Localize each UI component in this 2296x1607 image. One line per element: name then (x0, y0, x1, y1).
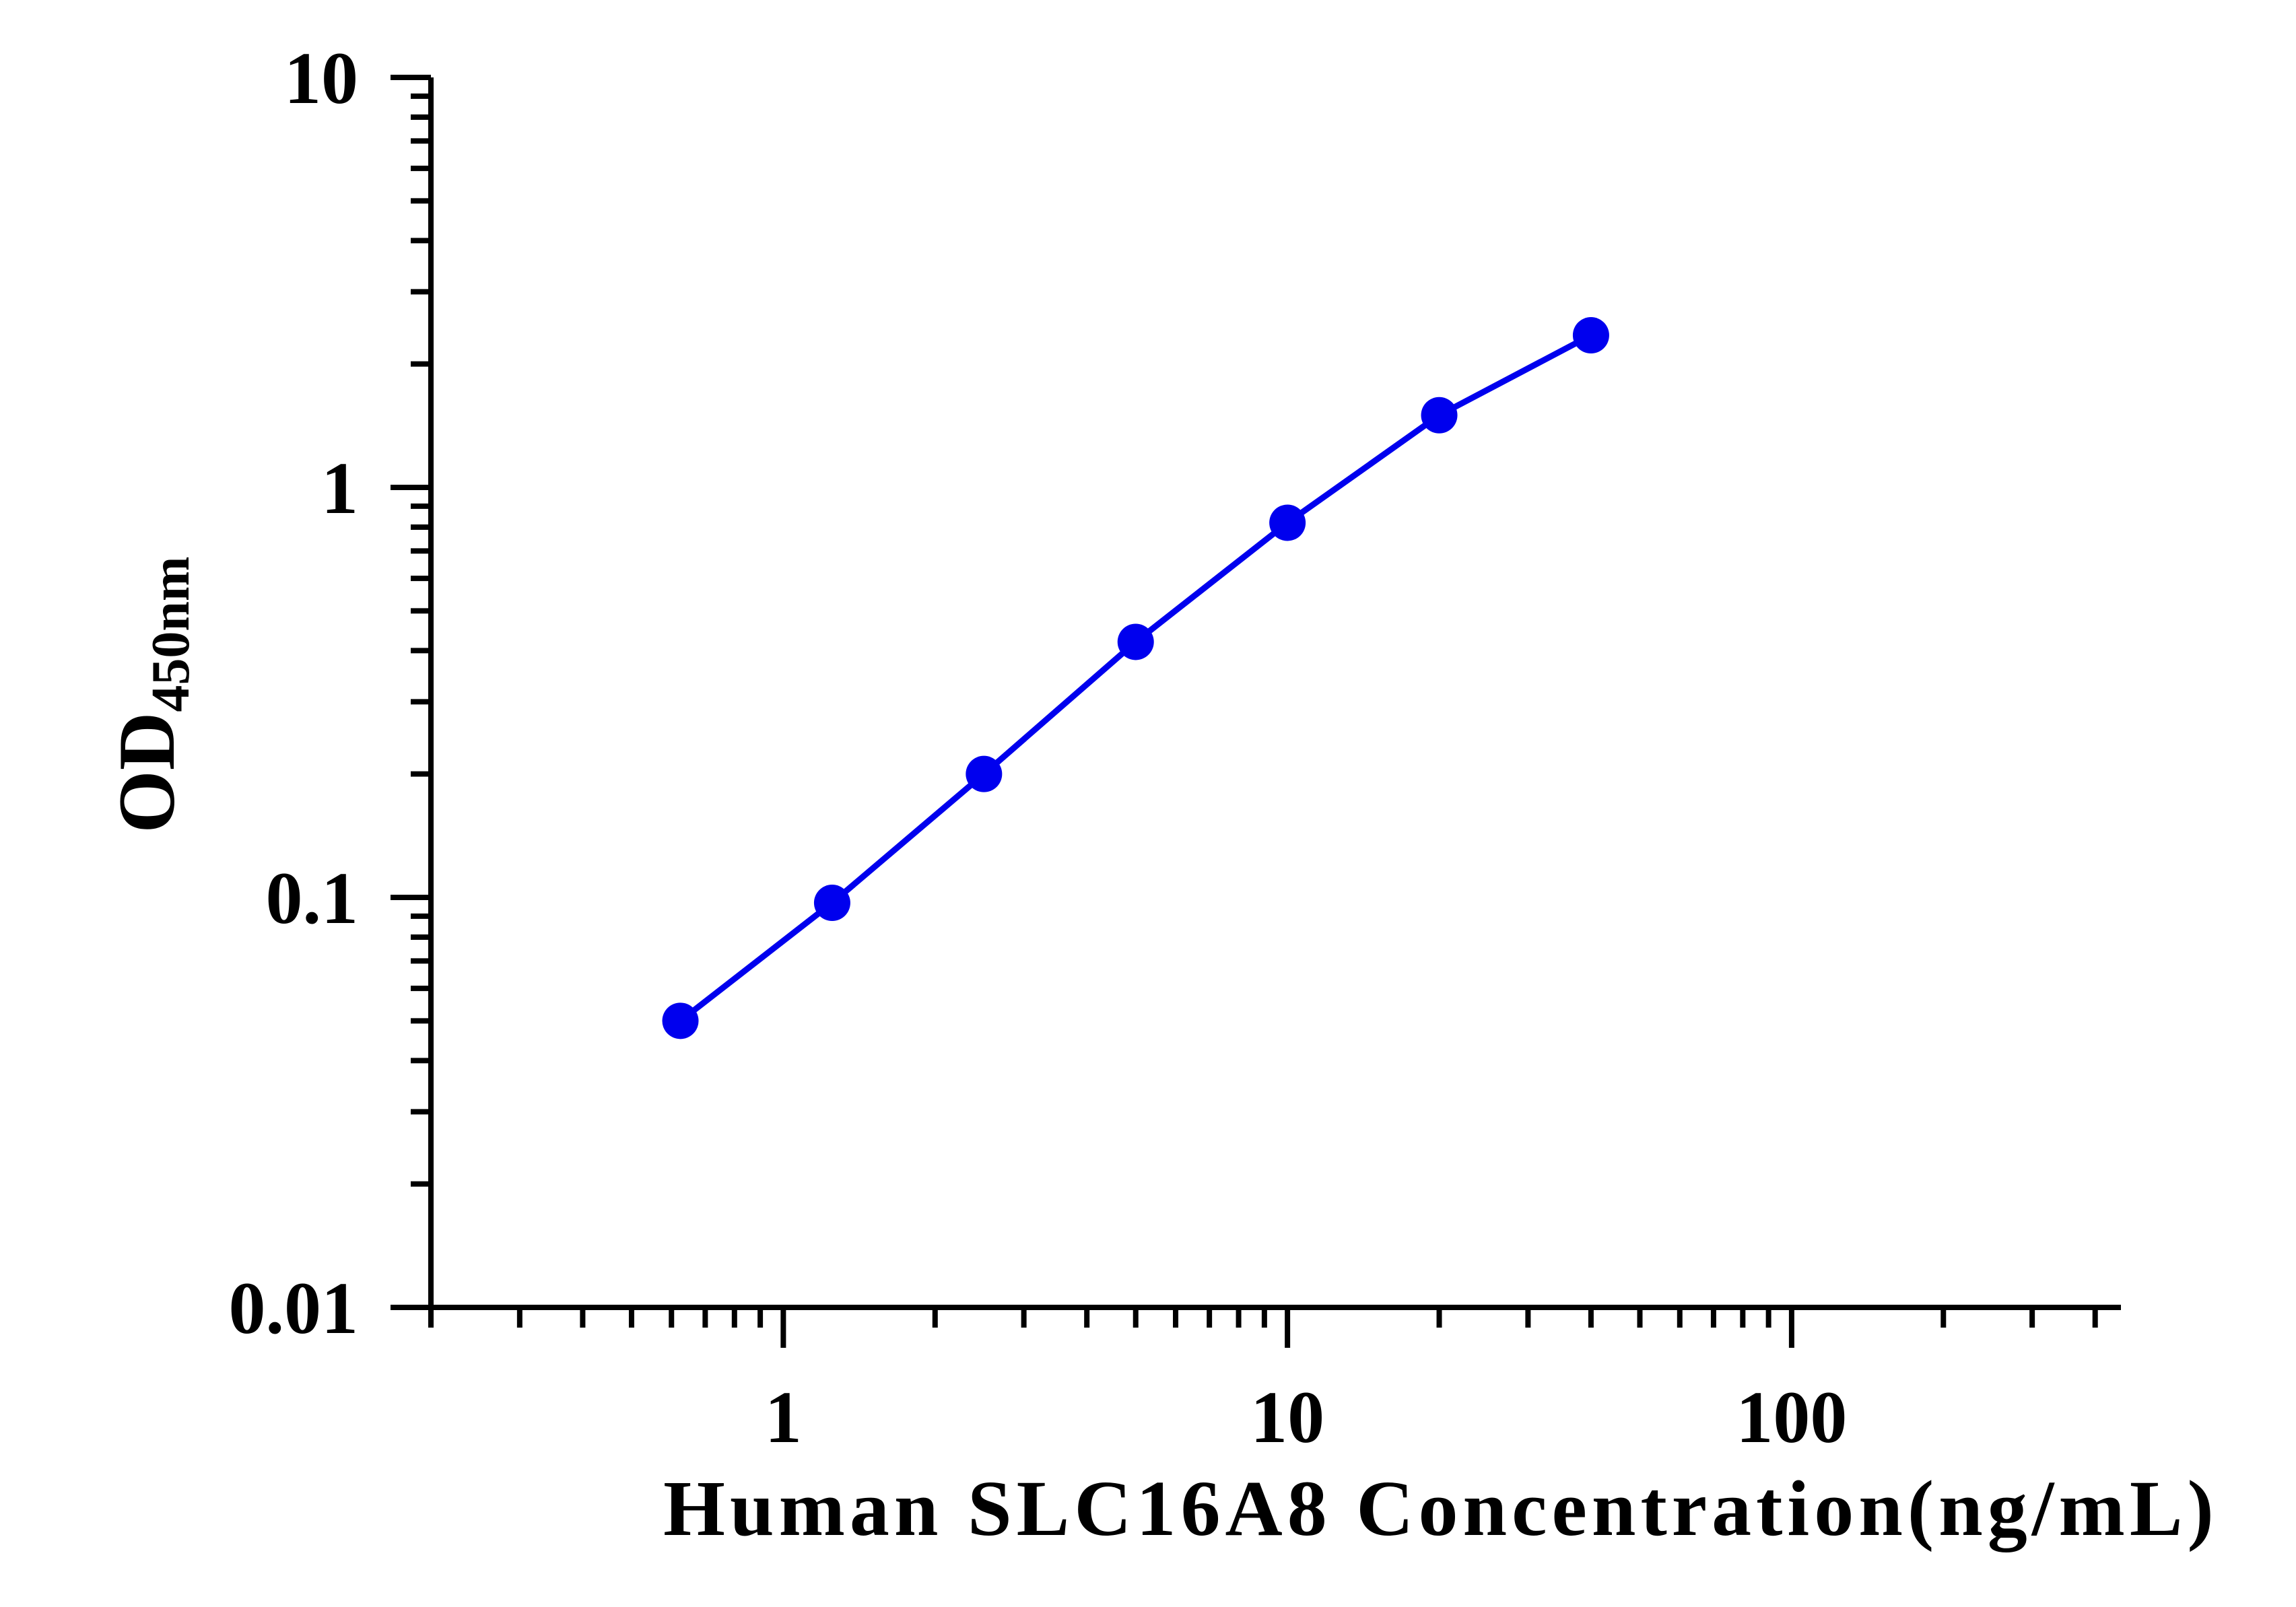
y-tick-label: 0.1 (266, 857, 359, 939)
x-tick-label: 100 (1736, 1376, 1847, 1458)
y-tick-label: 1 (321, 447, 358, 529)
data-point (1117, 623, 1154, 660)
series-line (678, 333, 1592, 1023)
y-axis-title-subscript: 450nm (141, 556, 201, 712)
data-point (813, 885, 850, 922)
y-tick-label: 0.01 (229, 1267, 359, 1349)
data-point (966, 755, 1003, 792)
x-tick-label: 10 (1250, 1376, 1324, 1458)
y-axis-title-main: OD (102, 712, 191, 833)
data-point (1269, 504, 1306, 541)
labels: Human SLC16A8 Concentration(ng/mL) OD450… (102, 556, 2219, 1552)
data-point (1572, 317, 1609, 354)
data-point (662, 1002, 699, 1039)
x-tick-label: 1 (765, 1376, 802, 1458)
x-axis-title: Human SLC16A8 Concentration(ng/mL) (663, 1464, 2219, 1552)
series-layer (662, 317, 1609, 1039)
y-axis-title: OD450nm (102, 556, 201, 833)
y-tick-label: 10 (284, 37, 358, 119)
axes: 0.01 0.1 1 10 1 10 100 (229, 37, 2121, 1458)
data-point (1421, 397, 1458, 434)
